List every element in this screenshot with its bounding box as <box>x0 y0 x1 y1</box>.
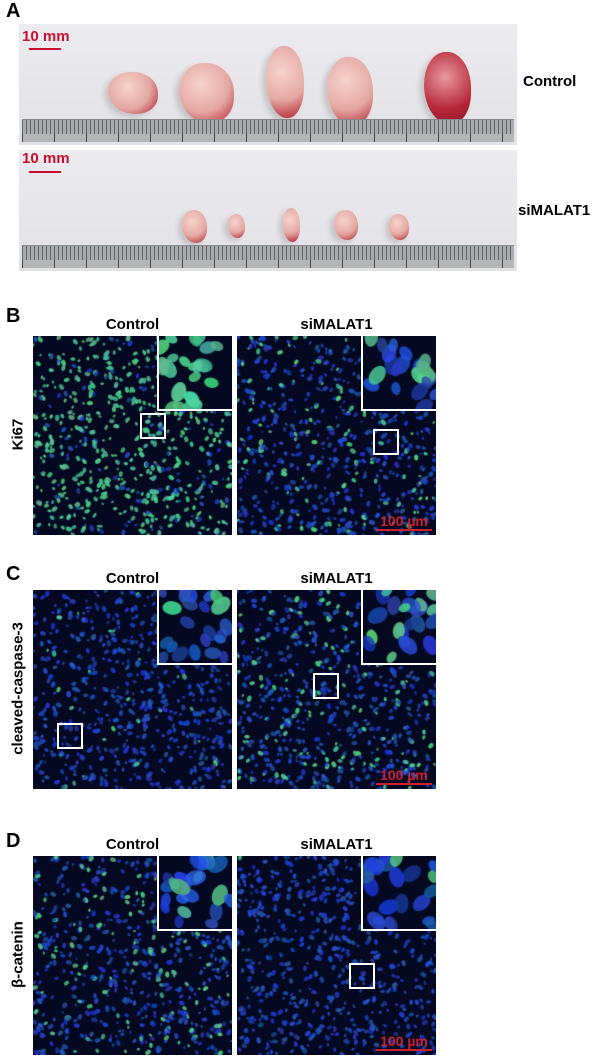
panel-label-d: D <box>6 830 21 852</box>
tumor <box>424 52 471 124</box>
scale-bar-label: 100 µm <box>380 767 428 783</box>
zoom-inset <box>157 856 232 931</box>
scale-bar: 100 µm <box>376 1033 432 1051</box>
scale-bar-label: 10 mm <box>22 150 70 167</box>
row-label-simalat1: siMALAT1 <box>518 202 591 219</box>
scale-bar: 100 µm <box>376 767 432 785</box>
zoom-inset <box>361 336 436 411</box>
fluorescence-image-control <box>33 590 232 789</box>
panel-label-c: C <box>6 563 21 585</box>
fluorescence-image-simalat1: 100 µm <box>237 856 436 1055</box>
panel-label-b: B <box>6 305 21 327</box>
region-of-interest-box <box>57 723 83 749</box>
scale-bar-label: 100 µm <box>380 513 428 529</box>
ruler <box>22 119 514 142</box>
zoom-inset <box>361 856 436 931</box>
fluorescence-image-simalat1: 100 µm <box>237 590 436 789</box>
tumor-photo-control: 10 mm <box>19 24 517 145</box>
column-label: siMALAT1 <box>300 316 373 333</box>
tumor <box>389 214 409 240</box>
column-label: Control <box>105 836 160 853</box>
scale-bar <box>29 48 61 50</box>
tumor-photo-simalat1: 10 mm <box>19 150 517 271</box>
column-label: siMALAT1 <box>300 570 373 587</box>
scale-bar-line <box>376 1049 432 1051</box>
region-of-interest-box <box>313 673 339 699</box>
fluorescence-image-control <box>33 336 232 535</box>
stain-label: β-catenin <box>9 921 27 988</box>
scale-bar: 100 µm <box>376 513 432 531</box>
scale-bar <box>29 171 61 173</box>
tumor <box>327 57 373 125</box>
tumor <box>179 63 234 123</box>
row-label-control: Control <box>523 73 577 90</box>
region-of-interest-box <box>140 413 166 439</box>
panel-label-a: A <box>6 0 21 22</box>
region-of-interest-box <box>373 429 399 455</box>
fluorescence-image-simalat1: 100 µm <box>237 336 436 535</box>
stain-label: cleaved-caspase-3 <box>9 622 27 755</box>
tumor <box>182 210 207 243</box>
tumor <box>266 46 304 118</box>
scale-bar-line <box>376 783 432 785</box>
column-label: Control <box>105 316 160 333</box>
tumor <box>283 208 300 242</box>
zoom-inset <box>157 336 232 411</box>
stain-label: Ki67 <box>9 418 27 451</box>
tumor <box>108 72 158 114</box>
region-of-interest-box <box>349 963 375 989</box>
scale-bar-label: 10 mm <box>22 28 70 45</box>
ruler <box>22 245 514 268</box>
zoom-inset <box>157 590 232 665</box>
column-label: Control <box>105 570 160 587</box>
scale-bar-label: 100 µm <box>380 1033 428 1049</box>
fluorescence-image-control <box>33 856 232 1055</box>
zoom-inset <box>361 590 436 665</box>
scale-bar-line <box>376 529 432 531</box>
tumor <box>334 210 358 240</box>
tumor <box>228 214 245 238</box>
column-label: siMALAT1 <box>300 836 373 853</box>
